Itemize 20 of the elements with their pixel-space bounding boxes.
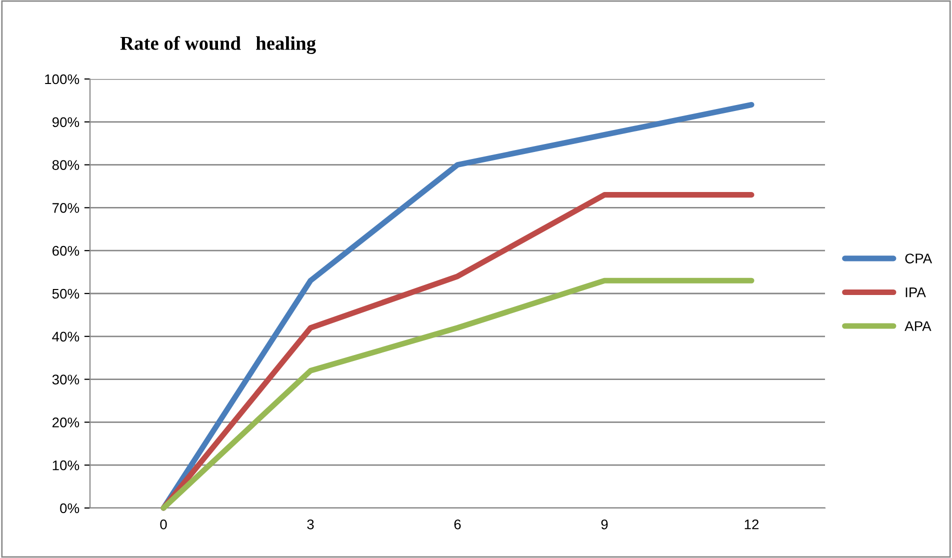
y-tick-label: 90%	[52, 117, 80, 128]
x-tick-label: 12	[744, 519, 759, 530]
y-tick-label: 0%	[60, 503, 80, 514]
y-tick-label: 10%	[52, 460, 80, 470]
y-tick-label: 80%	[52, 160, 80, 170]
x-tick-label: 6	[454, 519, 461, 530]
y-tick-label: 20%	[52, 418, 80, 428]
chart-title: Rate of wound healing	[120, 36, 316, 54]
x-tick-label: 0	[160, 519, 167, 530]
legend-label: CPA	[905, 254, 932, 264]
y-tick-label: 70%	[52, 203, 80, 213]
y-tick-label: 30%	[52, 374, 80, 384]
y-tick-label: 100%	[45, 74, 80, 84]
x-tick-label: 9	[601, 519, 608, 530]
y-tick-label: 50%	[52, 288, 80, 299]
legend-label: APA	[904, 321, 932, 331]
legend-label: IPA	[906, 288, 926, 298]
y-tick-label: 40%	[52, 332, 80, 342]
x-tick-label: 3	[307, 519, 314, 530]
y-tick-label: 60%	[52, 246, 80, 256]
